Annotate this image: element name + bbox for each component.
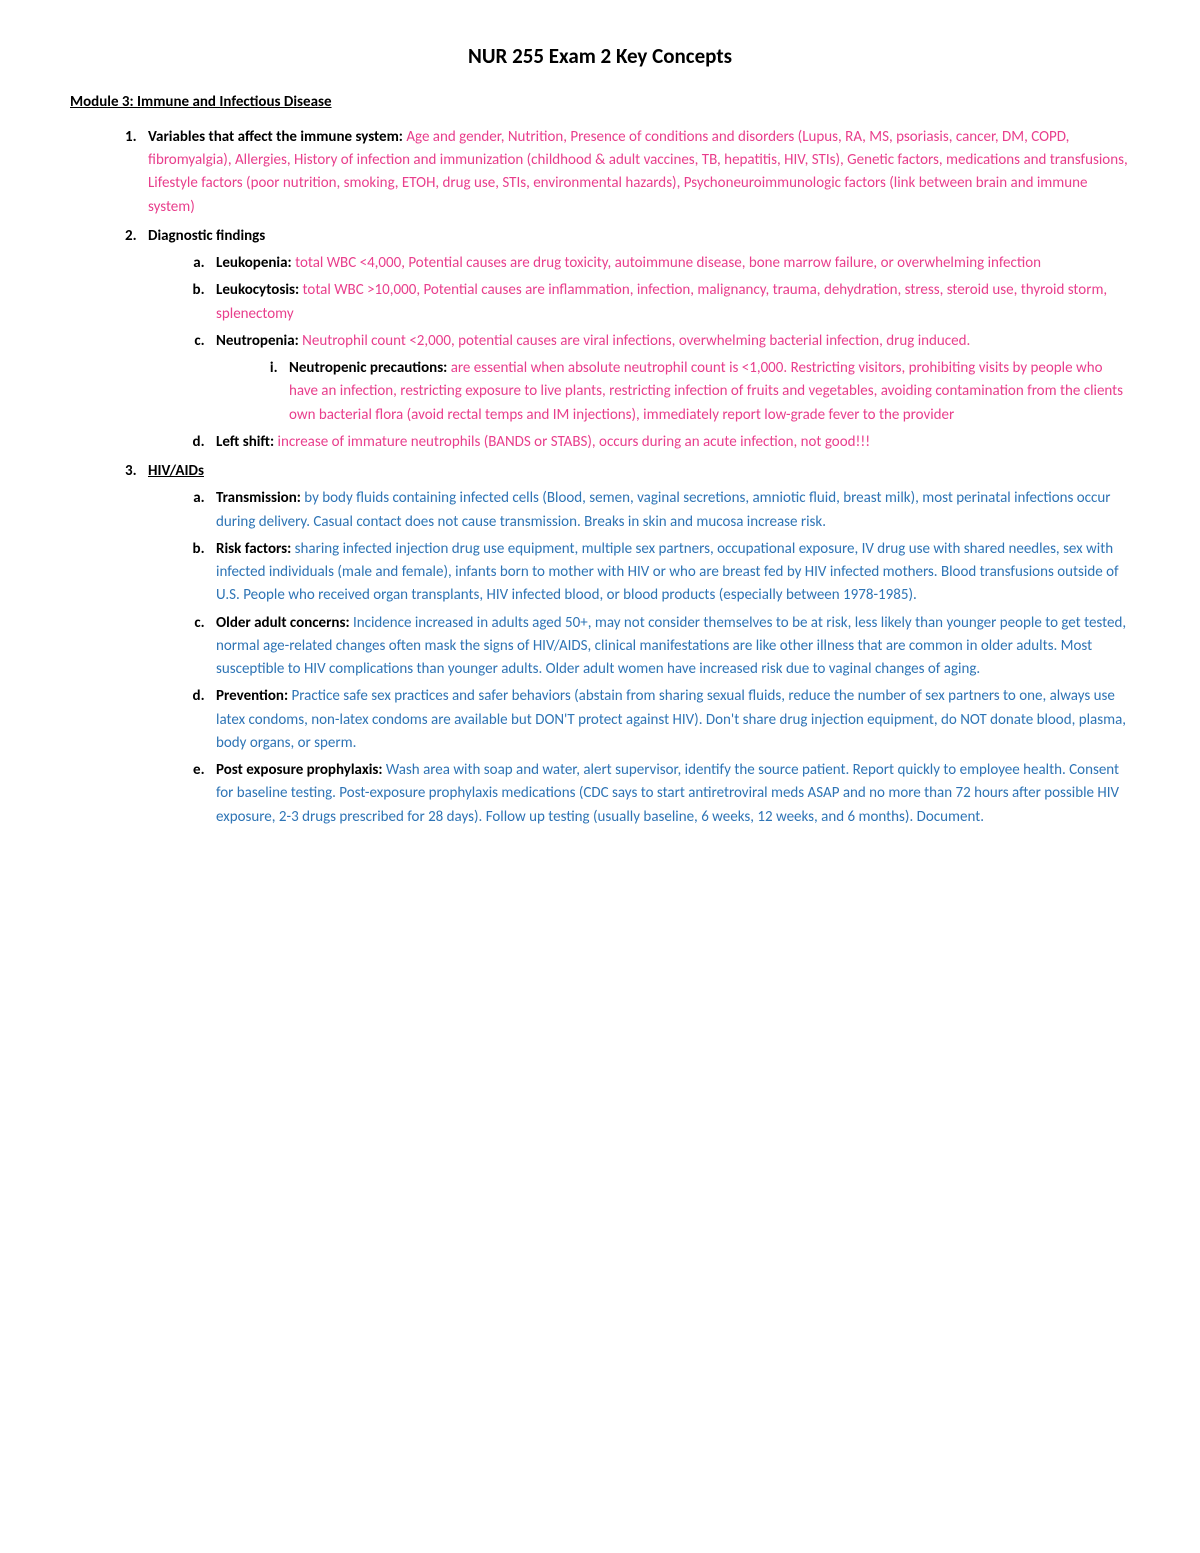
item-2b-body: total WBC >10,000, Potential causes are … xyxy=(216,281,1107,322)
item-2a-body: total WBC <4,000, Potential causes are d… xyxy=(295,254,1041,272)
item-2d: Left shift: increase of immature neutrop… xyxy=(208,431,1130,454)
item-2a: Leukopenia: total WBC <4,000, Potential … xyxy=(208,252,1130,275)
item-2c-body: Neutrophil count <2,000, potential cause… xyxy=(302,332,970,350)
item-3e-lead: Post exposure prophylaxis: xyxy=(216,761,386,779)
item-2b: Leukocytosis: total WBC >10,000, Potenti… xyxy=(208,279,1130,326)
item-2-sub: Leukopenia: total WBC <4,000, Potential … xyxy=(148,252,1130,454)
item-2-lead: Diagnostic findings xyxy=(148,227,265,245)
item-1: Variables that affect the immune system:… xyxy=(140,126,1130,219)
item-2c-sub: Neutropenic precautions: are essential w… xyxy=(216,357,1130,427)
item-3c-body: Incidence increased in adults aged 50+, … xyxy=(216,614,1126,679)
item-3d-body: Practice safe sex practices and safer be… xyxy=(216,687,1126,752)
item-3e: Post exposure prophylaxis: Wash area wit… xyxy=(208,759,1130,829)
item-3d-lead: Prevention: xyxy=(216,687,291,705)
item-3-lead: HIV/AIDs xyxy=(148,462,204,480)
item-3c: Older adult concerns: Incidence increase… xyxy=(208,612,1130,682)
item-2b-lead: Leukocytosis: xyxy=(216,281,303,299)
item-3d: Prevention: Practice safe sex practices … xyxy=(208,685,1130,755)
item-2c-i-lead: Neutropenic precautions: xyxy=(289,359,451,377)
item-3a-lead: Transmission: xyxy=(216,489,304,507)
page-title: NUR 255 Exam 2 Key Concepts xyxy=(70,40,1130,73)
item-1-lead: Variables that affect the immune system: xyxy=(148,128,406,146)
item-3a-body: by body fluids containing infected cells… xyxy=(216,489,1110,530)
item-2a-lead: Leukopenia: xyxy=(216,254,295,272)
item-2c: Neutropenia: Neutrophil count <2,000, po… xyxy=(208,330,1130,427)
item-2c-lead: Neutropenia: xyxy=(216,332,302,350)
item-3b-body: sharing infected injection drug use equi… xyxy=(216,540,1119,605)
item-2d-body: increase of immature neutrophils (BANDS … xyxy=(278,433,871,451)
item-2c-i: Neutropenic precautions: are essential w… xyxy=(281,357,1130,427)
item-3b-lead: Risk factors: xyxy=(216,540,295,558)
item-3a: Transmission: by body fluids containing … xyxy=(208,487,1130,534)
item-3: HIV/AIDs Transmission: by body fluids co… xyxy=(140,460,1130,829)
item-3b: Risk factors: sharing infected injection… xyxy=(208,538,1130,608)
item-2d-lead: Left shift: xyxy=(216,433,278,451)
item-2: Diagnostic findings Leukopenia: total WB… xyxy=(140,225,1130,454)
item-3-sub: Transmission: by body fluids containing … xyxy=(148,487,1130,829)
module-heading: Module 3: Immune and Infectious Disease xyxy=(70,91,1130,114)
item-3c-lead: Older adult concerns: xyxy=(216,614,353,632)
outline-root: Variables that affect the immune system:… xyxy=(70,126,1130,829)
